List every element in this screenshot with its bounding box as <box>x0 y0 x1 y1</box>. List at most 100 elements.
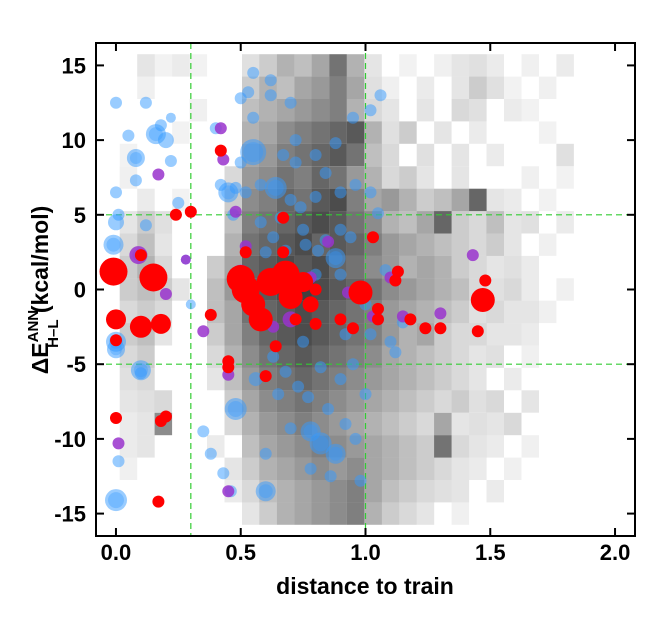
density-cell <box>416 278 435 301</box>
data-point <box>157 132 174 149</box>
density-cell <box>346 188 365 212</box>
density-cell <box>556 278 574 301</box>
density-cell <box>399 278 417 301</box>
data-point <box>349 432 362 445</box>
data-point <box>264 74 277 87</box>
density-cell <box>381 480 400 503</box>
data-point <box>309 317 322 330</box>
density-cell <box>329 480 347 503</box>
data-points <box>99 66 495 512</box>
data-point <box>289 156 302 169</box>
density-cell <box>538 300 557 324</box>
data-point <box>165 112 176 123</box>
density-cell <box>329 76 347 99</box>
density-cell <box>399 121 417 144</box>
density-cell <box>242 502 260 525</box>
data-point <box>129 315 152 338</box>
density-cell <box>504 99 522 122</box>
density-cell <box>294 480 312 503</box>
data-point <box>134 249 147 262</box>
density-cell <box>486 76 504 99</box>
density-cell <box>154 390 173 413</box>
data-point <box>284 422 297 435</box>
density-cell <box>416 345 435 368</box>
data-point <box>374 89 387 102</box>
data-point <box>334 313 347 326</box>
data-point <box>329 137 342 150</box>
density-cell <box>346 121 365 144</box>
data-point <box>364 328 377 341</box>
density-cell <box>381 121 400 144</box>
data-point <box>103 234 124 255</box>
density-cell <box>504 76 522 99</box>
density-cell <box>504 255 522 279</box>
density-cell <box>451 54 470 77</box>
density-cell <box>364 255 382 279</box>
density-cell <box>399 457 417 480</box>
data-point <box>150 313 171 334</box>
data-point <box>339 418 352 430</box>
density-cell <box>434 211 452 234</box>
density-cell <box>364 480 382 503</box>
density-cell <box>311 345 330 368</box>
density-cell <box>294 99 312 122</box>
density-cell <box>521 99 539 122</box>
density-cell <box>469 99 487 122</box>
data-point <box>347 111 359 124</box>
density-cell <box>399 480 417 503</box>
density-cell <box>486 345 504 368</box>
density-cell <box>364 502 382 525</box>
density-cell <box>276 323 295 346</box>
density-cell <box>451 255 470 279</box>
density-cell <box>486 390 504 413</box>
density-cell <box>399 502 417 525</box>
density-cell <box>486 188 504 212</box>
data-point <box>240 139 267 166</box>
data-point <box>347 358 359 371</box>
data-point <box>314 361 327 374</box>
density-cell <box>346 367 365 391</box>
data-point <box>154 119 167 132</box>
data-point <box>239 246 252 259</box>
density-cell <box>451 323 470 346</box>
density-cell <box>276 54 295 77</box>
density-cell <box>451 166 470 189</box>
density-cell <box>416 166 435 189</box>
data-point <box>309 190 322 203</box>
density-cell <box>451 412 470 436</box>
density-cell <box>416 480 435 503</box>
density-cell <box>259 211 277 234</box>
density-cell <box>381 367 400 391</box>
density-cell <box>172 54 190 77</box>
data-point <box>302 296 319 313</box>
density-cell <box>346 211 365 234</box>
density-cell <box>451 188 470 212</box>
density-cell <box>521 390 539 413</box>
density-cell <box>242 457 260 480</box>
data-point <box>126 149 145 167</box>
data-point <box>197 325 210 338</box>
density-cell <box>224 300 242 324</box>
density-cell <box>556 54 574 77</box>
density-cell <box>486 255 504 279</box>
density-cell <box>521 255 539 279</box>
density-cell <box>276 502 295 525</box>
data-point <box>279 365 292 378</box>
data-point <box>107 340 125 359</box>
data-point <box>277 149 290 161</box>
density-cell <box>486 323 504 346</box>
density-cell <box>364 166 382 189</box>
density-cell <box>469 367 487 391</box>
density-cell <box>381 143 400 167</box>
data-point <box>309 149 322 161</box>
data-point <box>384 335 397 348</box>
data-point <box>389 346 402 359</box>
data-point <box>254 216 267 229</box>
data-point <box>292 380 305 393</box>
density-cell <box>311 211 330 234</box>
data-point <box>129 174 142 187</box>
data-point <box>259 246 272 259</box>
density-cell <box>399 412 417 436</box>
data-point <box>239 186 252 199</box>
